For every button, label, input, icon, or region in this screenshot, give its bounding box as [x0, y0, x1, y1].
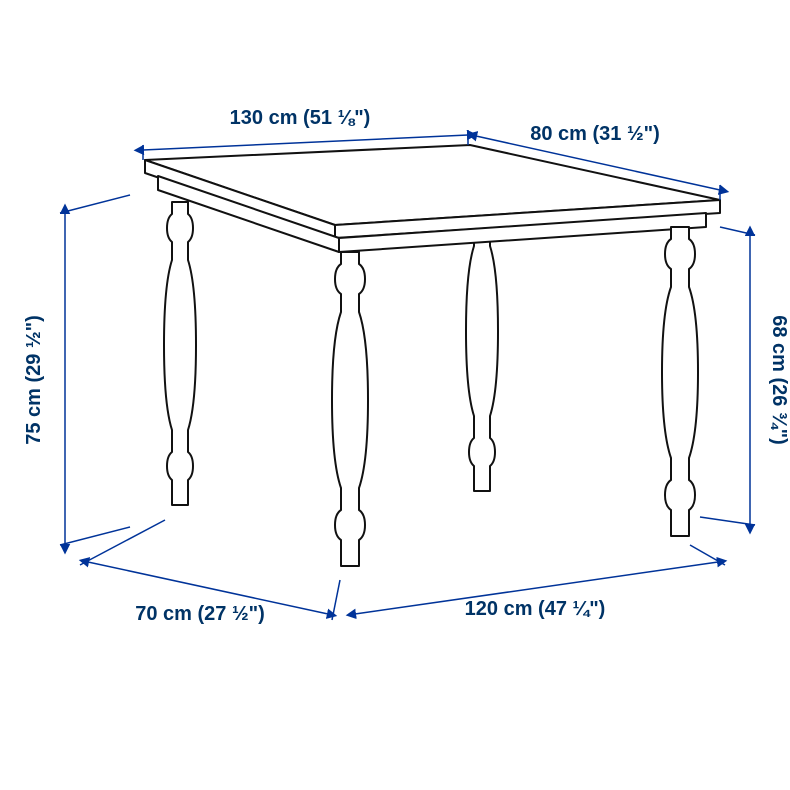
- dim-label-height: 75 cm (29 ½"): [23, 315, 45, 445]
- dimension-leg-span-short: 70 cm (27 ½"): [80, 520, 340, 625]
- table-leg-front-left: [332, 252, 368, 566]
- table-dimension-diagram: 130 cm (51 ⅛") 80 cm (31 ½") 75 cm (29 ½…: [0, 0, 790, 790]
- dim-label-span-long: 120 cm (47 ¼"): [465, 598, 606, 620]
- dim-label-width: 80 cm (31 ½"): [530, 123, 660, 145]
- dim-label-length: 130 cm (51 ⅛"): [230, 107, 371, 129]
- dimension-leg-span-long: 120 cm (47 ¼"): [355, 545, 725, 620]
- dimension-clearance-right: 68 cm (26 ¾"): [700, 227, 790, 525]
- dim-label-clearance: 68 cm (26 ¾"): [768, 315, 790, 445]
- table-leg-front-right: [662, 227, 698, 536]
- dimension-height-left: 75 cm (29 ½"): [23, 195, 130, 545]
- dim-label-span-short: 70 cm (27 ½"): [135, 603, 265, 625]
- table-leg-back-left: [164, 202, 196, 505]
